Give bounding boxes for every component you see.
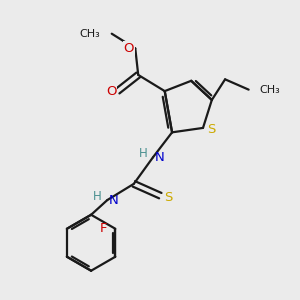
Text: O: O bbox=[106, 85, 116, 98]
Text: CH₃: CH₃ bbox=[80, 29, 101, 39]
Text: H: H bbox=[93, 190, 102, 203]
Text: N: N bbox=[154, 151, 164, 164]
Text: S: S bbox=[164, 190, 173, 204]
Text: F: F bbox=[100, 222, 107, 235]
Text: H: H bbox=[139, 147, 148, 160]
Text: O: O bbox=[124, 42, 134, 55]
Text: CH₃: CH₃ bbox=[260, 85, 280, 94]
Text: N: N bbox=[109, 194, 118, 207]
Text: S: S bbox=[207, 123, 215, 136]
